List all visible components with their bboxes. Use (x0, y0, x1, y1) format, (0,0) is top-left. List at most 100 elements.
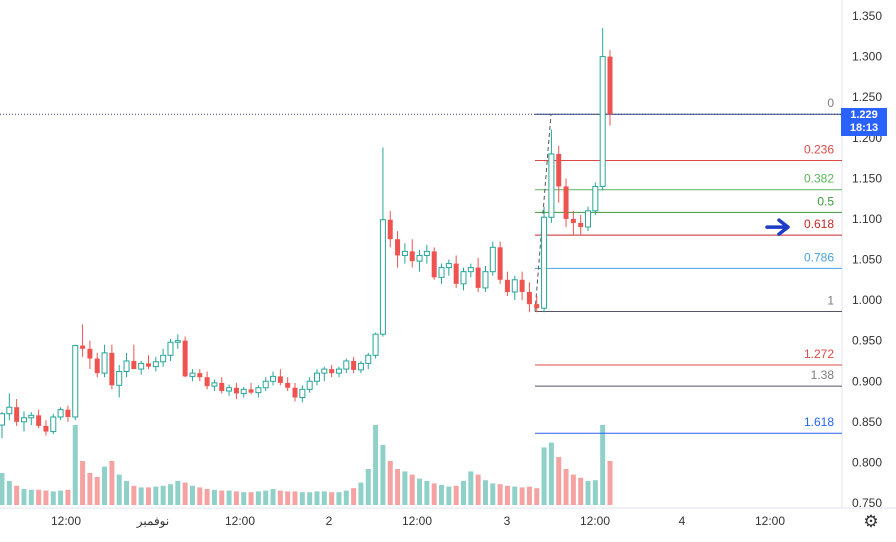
candle-body (423, 250, 430, 256)
volume-bar (380, 445, 386, 505)
candle-body (101, 352, 108, 374)
candle-body (233, 387, 239, 394)
candle-body (65, 409, 71, 417)
volume-bar (556, 457, 562, 505)
candle-body (123, 360, 130, 373)
candle-body (57, 409, 64, 418)
candle-body (497, 247, 503, 280)
price-tick-label: 0.900 (852, 374, 882, 388)
candle-body (270, 375, 277, 382)
volume-bar (585, 481, 591, 505)
volume-bar (102, 466, 108, 505)
volume-bar (351, 488, 357, 505)
volume-bar (285, 491, 291, 505)
volume-bar (138, 487, 144, 505)
volume-bar (36, 489, 42, 505)
candle-body (519, 279, 525, 292)
volume-bar (277, 490, 283, 505)
gear-icon[interactable]: ⚙ (863, 512, 879, 532)
fib-level-label: 1.272 (804, 347, 834, 361)
volume-bar (482, 480, 488, 505)
volume-bar (578, 477, 584, 505)
volume-bar (446, 486, 452, 505)
candle-body (306, 380, 313, 390)
volume-bar (417, 478, 423, 505)
price-tick-label: 1.150 (852, 171, 882, 185)
volume-bar (58, 490, 64, 505)
volume-bar (541, 447, 547, 505)
volume-bar (72, 425, 78, 505)
volume-bar (167, 484, 173, 505)
candle-body (138, 362, 145, 370)
volume-bar (365, 469, 371, 505)
candle-body (438, 267, 445, 278)
volume-bar (600, 425, 606, 505)
fib-level-label: 0 (827, 96, 834, 110)
fib-level-label: 0.5 (817, 194, 834, 208)
candle-body (607, 56, 613, 115)
candle-body (563, 186, 569, 219)
candle-body (467, 267, 474, 273)
price-tick-label: 0.750 (852, 496, 882, 510)
volume-bar (395, 469, 401, 505)
candle-body (387, 219, 393, 240)
volume-bar (6, 481, 12, 505)
candle-body (313, 372, 320, 382)
volume-bar (439, 485, 445, 505)
current-price-badge: 1.229 18:13 (841, 108, 887, 136)
volume-bar (358, 482, 364, 505)
volume-bar (424, 481, 430, 505)
time-tick-label: 2 (326, 514, 333, 528)
candle-body (131, 360, 137, 370)
fib-level-label: 1 (827, 293, 834, 307)
candle-body (409, 251, 415, 262)
candle-body (379, 219, 386, 335)
candle-body (511, 279, 518, 293)
volume-bar (87, 473, 93, 505)
candle-body (152, 361, 159, 368)
candle-body (14, 407, 20, 422)
volume-bar (592, 480, 598, 505)
candle-body (240, 388, 247, 394)
volume-bar (526, 486, 532, 505)
candle-body (534, 304, 540, 309)
candle-body (335, 368, 342, 374)
volume-bar (116, 474, 122, 505)
candle-body (475, 267, 481, 288)
bar-countdown: 18:13 (849, 122, 879, 134)
candle-body (255, 387, 262, 394)
volume-bar (65, 489, 71, 505)
price-tick-label: 1.250 (852, 90, 882, 104)
volume-bar (241, 492, 247, 505)
candle-body (548, 153, 555, 218)
volume-bar (475, 474, 481, 505)
candle-body (292, 387, 298, 398)
volume-bar (460, 481, 466, 505)
volume-bar (0, 473, 5, 505)
volume-bar (263, 490, 269, 505)
price-tick-label: 1.050 (852, 253, 882, 267)
volume-bar (189, 485, 195, 505)
candle-body (541, 216, 548, 309)
candle-body (72, 345, 79, 418)
candle-body (182, 340, 188, 377)
volume-bar (226, 490, 232, 505)
candle-body (453, 263, 459, 284)
price-tick-label: 1.100 (852, 212, 882, 226)
volume-bar (255, 491, 261, 505)
candle-body (372, 333, 379, 356)
volume-bar (160, 485, 166, 505)
candle-body (174, 340, 181, 343)
price-tick-label: 0.950 (852, 334, 882, 348)
candle-body (6, 406, 13, 415)
candle-body (460, 271, 467, 285)
price-tick-label: 1.000 (852, 293, 882, 307)
candle-body (357, 362, 364, 371)
volume-bar (307, 492, 313, 505)
volume-bar (146, 487, 152, 505)
time-tick-label: 12:00 (225, 514, 255, 528)
candle-body (87, 348, 93, 359)
fib-level-label: 0.618 (804, 217, 834, 231)
